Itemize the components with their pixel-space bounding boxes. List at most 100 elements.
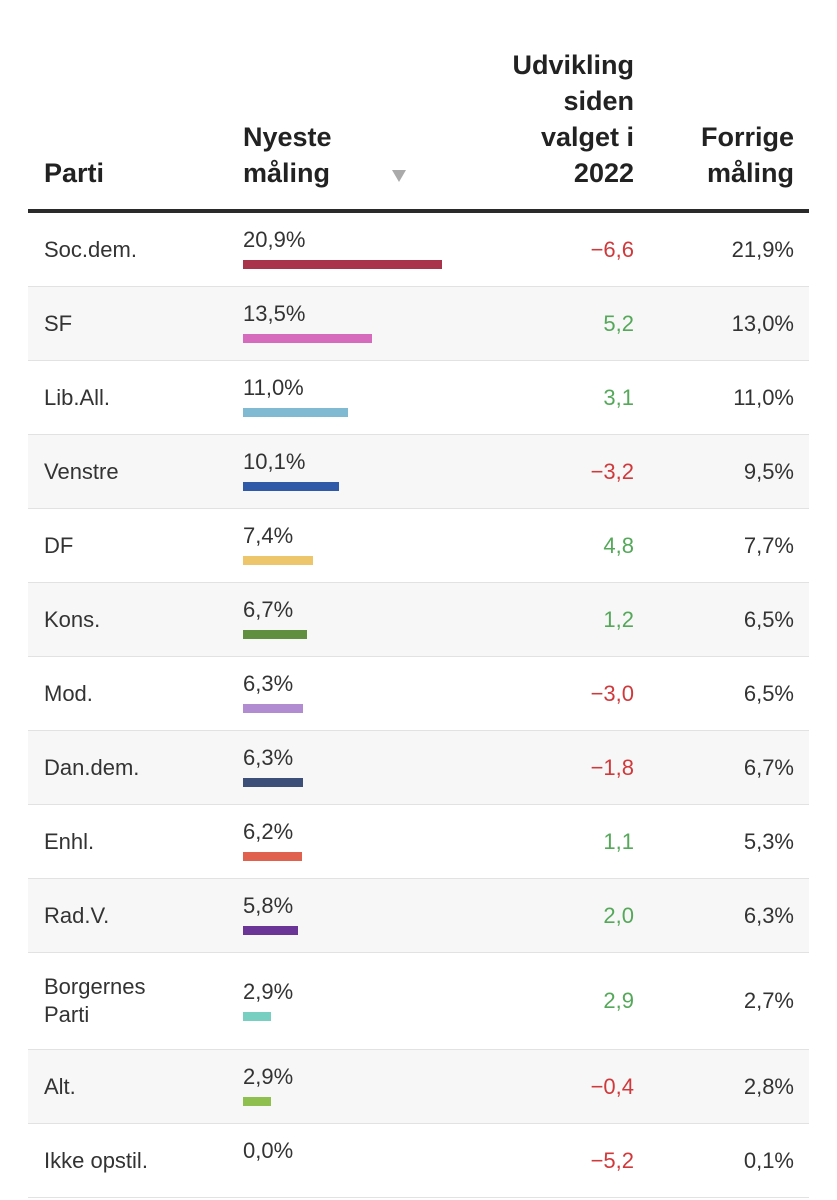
change-value: 1,2 (603, 606, 634, 632)
change-cell: −1,8 (470, 730, 634, 805)
change-cell: 1,1 (470, 804, 634, 879)
change-cell: 3,1 (470, 360, 634, 435)
previous-cell: 6,5% (634, 656, 809, 731)
bar (243, 926, 299, 935)
previous-value: 21,9% (731, 236, 794, 262)
header-text: Udvikling siden valget i 2022 (512, 50, 634, 188)
bar (243, 1097, 271, 1106)
previous-cell: 9,5% (634, 434, 809, 509)
change-cell: −0,4 (470, 1049, 634, 1124)
change-cell: −5,2 (470, 1123, 634, 1198)
latest-value: 7,4% (243, 523, 294, 548)
table-body: Soc.dem. 20,9% −6,6 21,9% SF 13,5% 5,2 13,0% Lib… (28, 211, 809, 1198)
bar (243, 852, 303, 861)
change-value: 4,8 (603, 532, 634, 558)
table-row: Ikke opstil. 0,0% −5,2 0,1% (28, 1123, 809, 1198)
change-cell: −6,6 (470, 211, 634, 287)
bar (243, 1011, 271, 1021)
change-value: −6,6 (590, 236, 634, 262)
party-name: SF (44, 310, 73, 336)
latest-cell: 20,9% (228, 211, 470, 287)
previous-cell: 21,9% (634, 211, 809, 287)
previous-value: 6,5% (743, 606, 794, 632)
party-cell: Dan.dem. (28, 730, 228, 805)
party-cell: Kons. (28, 582, 228, 657)
previous-value: 2,8% (743, 1073, 794, 1099)
change-value: −3,0 (590, 680, 634, 706)
header-cell[interactable]: Nyeste måling (228, 0, 470, 213)
previous-cell: 2,8% (634, 1049, 809, 1124)
previous-cell: 5,3% (634, 804, 809, 879)
previous-cell: 2,7% (634, 952, 809, 1050)
table-row: Rad.V. 5,8% 2,0 6,3% (28, 878, 809, 953)
latest-value: 6,7% (243, 597, 294, 622)
previous-cell: 6,5% (634, 582, 809, 657)
latest-cell: 6,3% (228, 656, 470, 731)
header-text: Parti (44, 158, 105, 188)
table-row: DF 7,4% 4,8 7,7% (28, 508, 809, 583)
sort-icon (392, 170, 406, 182)
previous-value: 2,7% (743, 988, 794, 1013)
party-cell: Borgernes Parti (28, 952, 228, 1050)
change-cell: 2,9 (470, 952, 634, 1050)
previous-value: 6,7% (743, 754, 794, 780)
previous-cell: 13,0% (634, 286, 809, 361)
bar (243, 778, 303, 787)
party-cell: Venstre (28, 434, 228, 509)
bar (243, 334, 372, 343)
header-cell[interactable]: Udvikling siden valget i 2022 (470, 0, 634, 213)
table-row: Borgernes Parti 2,9% 2,9 2,7% (28, 952, 809, 1050)
bar (243, 556, 314, 565)
change-cell: 5,2 (470, 286, 634, 361)
previous-cell: 6,7% (634, 730, 809, 805)
header-cell[interactable]: Parti (28, 0, 228, 213)
latest-value: 5,8% (243, 893, 294, 918)
latest-value: 6,2% (243, 819, 294, 844)
previous-value: 6,3% (743, 902, 794, 928)
latest-cell: 7,4% (228, 508, 470, 583)
bar (243, 408, 348, 417)
latest-value: 20,9% (243, 227, 306, 252)
party-name: Alt. (44, 1073, 76, 1099)
bar (243, 260, 442, 269)
bar (243, 482, 340, 491)
table-row: Kons. 6,7% 1,2 6,5% (28, 582, 809, 657)
table-row: Soc.dem. 20,9% −6,6 21,9% (28, 211, 809, 287)
previous-value: 11,0% (733, 384, 794, 410)
previous-value: 6,5% (743, 680, 794, 706)
latest-cell: 13,5% (228, 286, 470, 361)
change-cell: 4,8 (470, 508, 634, 583)
change-value: 2,9 (603, 988, 634, 1013)
change-cell: −3,2 (470, 434, 634, 509)
poll-table: Parti Nyeste måling Udvikling siden valg… (28, 0, 809, 1198)
party-cell: Ikke opstil. (28, 1123, 228, 1198)
header-row: Parti Nyeste måling Udvikling siden valg… (28, 0, 809, 213)
party-cell: SF (28, 286, 228, 361)
change-value: 2,0 (603, 902, 634, 928)
party-cell: Mod. (28, 656, 228, 731)
bar (243, 630, 307, 639)
latest-value: 6,3% (243, 671, 294, 696)
party-cell: Alt. (28, 1049, 228, 1124)
latest-value: 6,3% (243, 745, 294, 770)
bar (243, 704, 303, 713)
table-row: SF 13,5% 5,2 13,0% (28, 286, 809, 361)
latest-cell: 6,7% (228, 582, 470, 657)
change-value: 3,1 (603, 384, 634, 410)
change-cell: 1,2 (470, 582, 634, 657)
party-cell: DF (28, 508, 228, 583)
party-name: Mod. (44, 680, 93, 706)
latest-cell: 11,0% (228, 360, 470, 435)
party-name: Rad.V. (44, 902, 110, 928)
change-value: −3,2 (590, 458, 634, 484)
previous-cell: 6,3% (634, 878, 809, 953)
party-name: Venstre (44, 458, 119, 484)
party-name: Kons. (44, 606, 101, 632)
party-name: Soc.dem. (44, 236, 137, 262)
latest-value: 13,5% (243, 301, 306, 326)
previous-value: 7,7% (743, 532, 794, 558)
table-row: Lib.All. 11,0% 3,1 11,0% (28, 360, 809, 435)
header-cell[interactable]: Forrige måling (634, 0, 809, 213)
previous-value: 5,3% (743, 828, 794, 854)
latest-value: 0,0% (243, 1138, 294, 1163)
